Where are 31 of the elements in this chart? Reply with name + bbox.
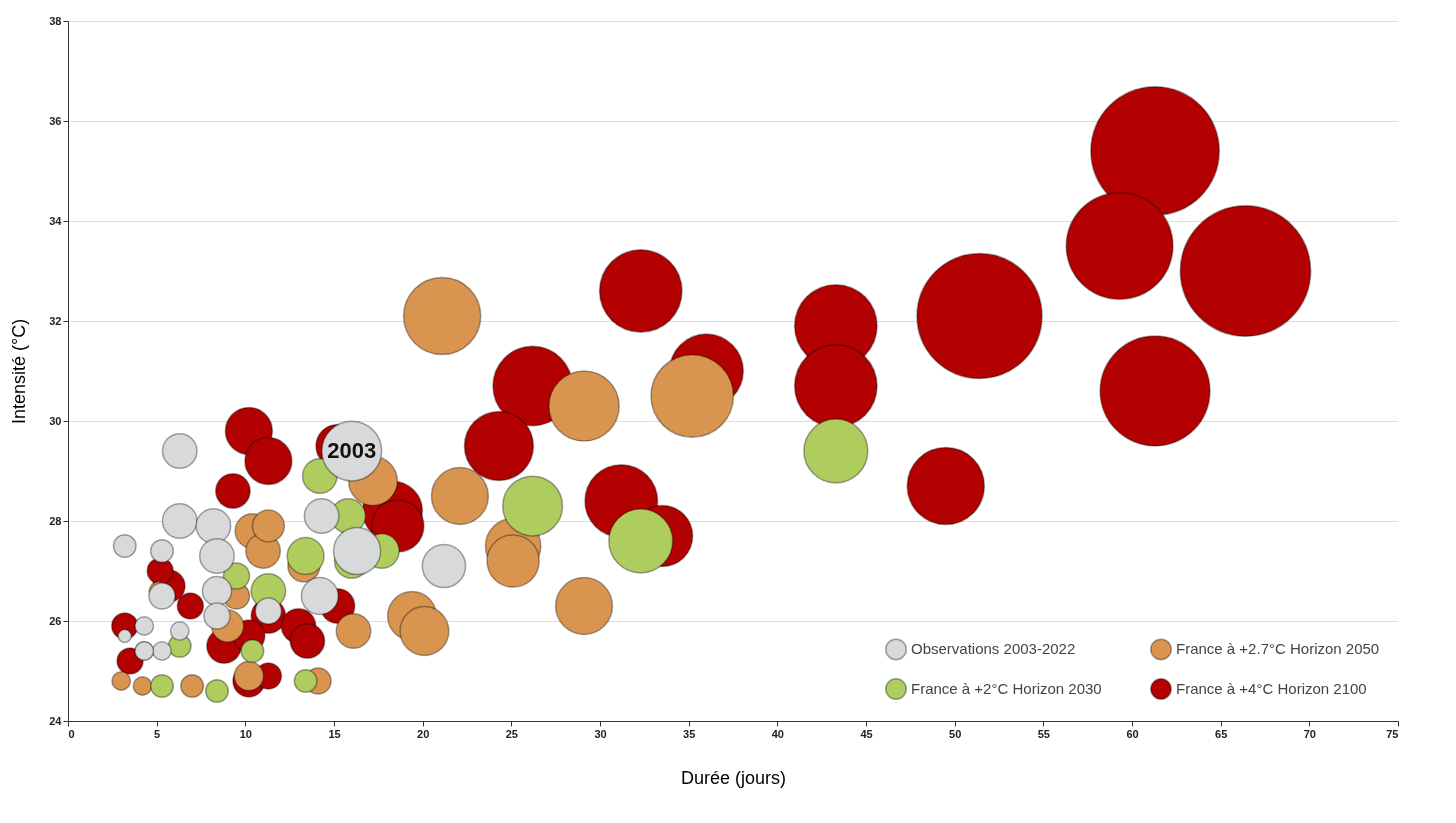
x-tick-label: 0 [68, 727, 75, 740]
x-tick-label: 60 [1126, 727, 1139, 740]
x-tick-label: 45 [860, 727, 873, 740]
y-tick-label: 34 [49, 214, 63, 227]
x-axis-title: Durée (jours) [680, 767, 787, 788]
y-axis-title: Intensité (°C) [9, 318, 30, 425]
legend-label: Observations 2003-2022 [911, 640, 1076, 658]
x-tick-label: 25 [505, 727, 518, 740]
x-tick-label: 65 [1215, 727, 1228, 740]
x-tick-label: 30 [594, 727, 607, 740]
x-tick-label: 5 [154, 727, 161, 740]
annotation: 2003 [327, 438, 377, 463]
x-tick-label: 10 [239, 727, 252, 740]
x-tick-label: 20 [417, 727, 430, 740]
legend-label: France à +4°C Horizon 2100 [1176, 680, 1367, 697]
x-tick-label: 40 [771, 727, 784, 740]
x-tick-label: 75 [1386, 727, 1399, 740]
y-tick-label: 36 [49, 114, 62, 127]
legend-label: France à +2°C Horizon 2030 [911, 680, 1102, 697]
y-tick-label: 26 [49, 614, 62, 627]
y-tick-label: 30 [49, 414, 62, 427]
legend-label: France à +2.7°C Horizon 2050 [1176, 640, 1380, 658]
x-tick-label: 50 [949, 727, 962, 740]
y-tick-label: 24 [49, 714, 63, 727]
y-tick-label: 38 [49, 14, 62, 27]
x-tick-label: 15 [328, 727, 341, 740]
y-tick-label: 32 [49, 314, 62, 327]
x-tick-label: 70 [1303, 727, 1316, 740]
x-tick-label: 35 [683, 727, 696, 740]
y-tick-label: 28 [49, 514, 62, 527]
x-tick-label: 55 [1037, 727, 1050, 740]
